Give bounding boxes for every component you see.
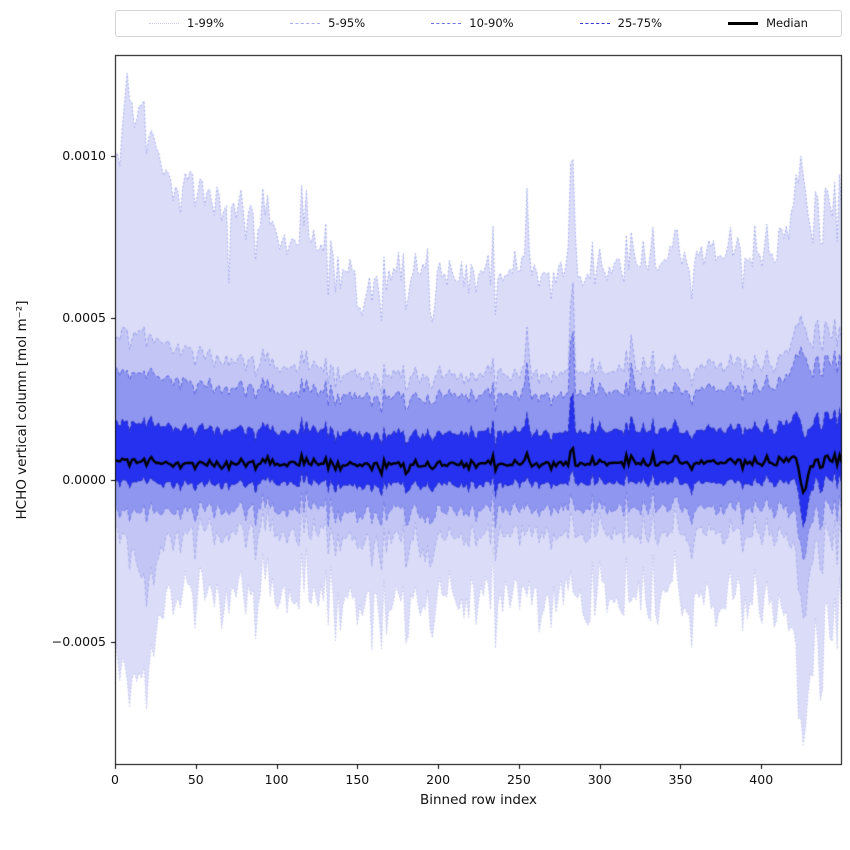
legend-label: 10-90% (469, 15, 514, 30)
legend-item-1-99-: 1-99% (149, 15, 225, 30)
x-tick-label: 400 (749, 772, 774, 787)
x-tick-label: 50 (187, 772, 204, 787)
legend-label: 25-75% (617, 15, 663, 30)
legend-line-sample (149, 23, 180, 24)
legend-line-sample (728, 22, 759, 25)
x-tick-label: 100 (264, 772, 289, 787)
legend-item-25-75-: 25-75% (579, 15, 663, 30)
legend-line-sample (431, 23, 462, 24)
legend-item-median: Median (728, 15, 808, 30)
legend-item-10-90-: 10-90% (431, 15, 514, 30)
legend-label: 1-99% (187, 15, 225, 30)
legend-line-sample (290, 23, 321, 24)
x-axis-label: Binned row index (419, 792, 538, 808)
y-axis-label: HCHO vertical column [mol m⁻²] (14, 300, 30, 520)
y-tick-label: −0.0005 (51, 633, 106, 649)
legend-item-5-95-: 5-95% (290, 15, 366, 30)
y-tick-label: 0.0010 (62, 147, 106, 163)
x-tick-label: 200 (426, 772, 451, 787)
legend: 1-99% 5-95% 10-90% 25-75% Median (115, 10, 842, 37)
x-tick-label: 300 (587, 772, 612, 787)
legend-label: Median (766, 15, 808, 30)
y-tick-label: 0.0000 (62, 471, 106, 487)
x-tick-label: 150 (345, 772, 370, 787)
legend-line-sample (579, 23, 610, 24)
x-tick-label: 0 (111, 772, 119, 787)
x-tick-label: 350 (668, 772, 693, 787)
x-tick-label: 250 (506, 772, 531, 787)
y-tick-label: 0.0005 (62, 309, 106, 325)
legend-label: 5-95% (328, 15, 366, 30)
